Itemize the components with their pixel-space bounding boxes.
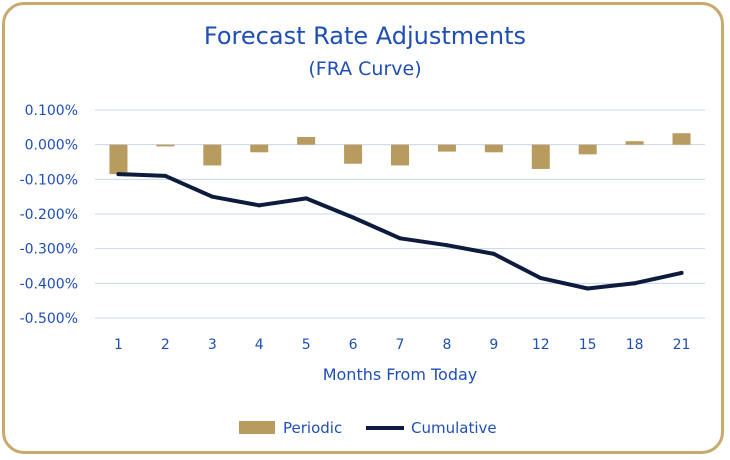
periodic-bar bbox=[484, 144, 503, 153]
periodic-bar bbox=[156, 144, 175, 147]
x-tick-label: 18 bbox=[626, 337, 644, 353]
y-tick-label: 0.100% bbox=[25, 103, 78, 119]
y-tick-labels: 0.100% 0.000% -0.100% -0.200% -0.300% -0.400%… bbox=[20, 103, 78, 327]
y-tick-label: 0.000% bbox=[25, 138, 78, 154]
cumulative-point bbox=[210, 194, 215, 199]
cumulative-line-group bbox=[116, 172, 684, 291]
periodic-bar bbox=[203, 144, 222, 166]
y-tick-label: -0.100% bbox=[20, 172, 78, 188]
x-axis-label: Months From Today bbox=[323, 365, 478, 384]
chart-frame bbox=[2, 2, 724, 454]
cumulative-point bbox=[398, 236, 402, 241]
periodic-bar bbox=[297, 137, 316, 145]
cumulative-point bbox=[585, 286, 590, 291]
x-tick-label: 5 bbox=[302, 337, 311, 353]
x-tick-label: 7 bbox=[396, 337, 405, 353]
cumulative-point bbox=[304, 196, 309, 201]
x-tick-label: 21 bbox=[673, 337, 691, 353]
y-tick-label: -0.400% bbox=[20, 276, 78, 292]
chart-subtitle: (FRA Curve) bbox=[308, 58, 422, 80]
gridlines bbox=[95, 109, 705, 319]
periodic-bar bbox=[250, 144, 269, 153]
cumulative-point bbox=[679, 270, 684, 275]
periodic-bar bbox=[391, 144, 409, 166]
periodic-bar bbox=[625, 141, 644, 145]
cumulative-point bbox=[163, 173, 168, 178]
cumulative-point bbox=[351, 215, 356, 220]
x-tick-label: 2 bbox=[161, 337, 170, 353]
y-tick-label: -0.500% bbox=[20, 311, 78, 327]
x-tick-label: 9 bbox=[489, 337, 498, 353]
y-tick-label: -0.200% bbox=[20, 207, 78, 223]
legend-periodic-swatch bbox=[239, 421, 275, 434]
legend-periodic-label: Periodic bbox=[283, 419, 342, 437]
y-tick-label: -0.300% bbox=[20, 242, 78, 258]
periodic-bar bbox=[344, 144, 363, 164]
periodic-bar bbox=[578, 144, 597, 155]
cumulative-point bbox=[632, 281, 637, 286]
legend-cumulative-label: Cumulative bbox=[411, 419, 497, 437]
periodic-bar bbox=[109, 144, 128, 175]
x-tick-labels: 1 2 3 4 5 6 7 8 9 12 15 18 21 bbox=[114, 337, 690, 353]
x-tick-label: 12 bbox=[532, 337, 550, 353]
cumulative-point bbox=[491, 251, 496, 256]
x-tick-label: 4 bbox=[255, 337, 264, 353]
x-tick-label: 15 bbox=[579, 337, 597, 353]
x-tick-label: 3 bbox=[208, 337, 217, 353]
x-tick-label: 8 bbox=[442, 337, 451, 353]
periodic-bar bbox=[531, 144, 550, 169]
periodic-bars bbox=[109, 133, 691, 175]
cumulative-line bbox=[116, 172, 684, 291]
cumulative-point bbox=[116, 172, 121, 177]
x-tick-label: 6 bbox=[349, 337, 358, 353]
cumulative-point bbox=[538, 276, 543, 281]
periodic-bar bbox=[672, 133, 691, 145]
x-tick-label: 1 bbox=[114, 337, 123, 353]
legend: Periodic Cumulative bbox=[239, 419, 497, 437]
cumulative-point bbox=[257, 203, 262, 208]
cumulative-point bbox=[444, 243, 449, 248]
periodic-bar bbox=[437, 144, 456, 152]
chart-title: Forecast Rate Adjustments bbox=[203, 22, 527, 50]
